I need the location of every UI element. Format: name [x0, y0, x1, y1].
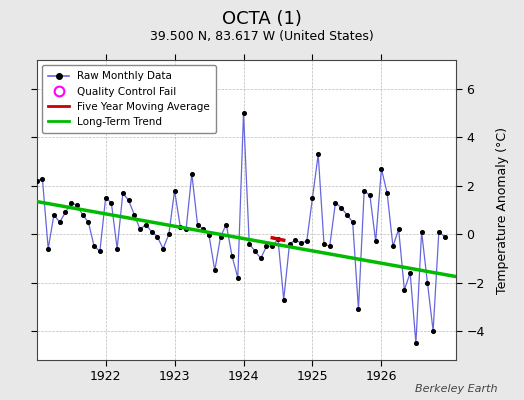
Point	[279, 296, 288, 303]
Point	[67, 200, 75, 206]
Point	[222, 221, 231, 228]
Point	[56, 219, 64, 225]
Point	[159, 246, 167, 252]
Point	[90, 243, 99, 250]
Point	[38, 175, 47, 182]
Point	[441, 234, 449, 240]
Point	[216, 234, 225, 240]
Point	[412, 340, 420, 346]
Text: 39.500 N, 83.617 W (United States): 39.500 N, 83.617 W (United States)	[150, 30, 374, 43]
Point	[245, 241, 254, 247]
Point	[268, 243, 277, 250]
Point	[343, 212, 351, 218]
Point	[50, 212, 58, 218]
Point	[193, 221, 202, 228]
Point	[314, 151, 322, 158]
Point	[320, 241, 328, 247]
Point	[165, 231, 173, 237]
Point	[228, 253, 236, 259]
Text: Berkeley Earth: Berkeley Earth	[416, 384, 498, 394]
Point	[302, 238, 311, 245]
Point	[199, 226, 208, 232]
Point	[291, 237, 299, 244]
Point	[406, 270, 414, 276]
Point	[136, 226, 144, 232]
Point	[383, 190, 391, 196]
Point	[84, 219, 93, 225]
Point	[73, 202, 81, 208]
Point	[418, 228, 426, 235]
Point	[389, 243, 397, 250]
Point	[360, 188, 368, 194]
Y-axis label: Temperature Anomaly (°C): Temperature Anomaly (°C)	[496, 126, 509, 294]
Point	[377, 166, 386, 172]
Point	[102, 195, 110, 201]
Point	[96, 248, 104, 254]
Point	[182, 226, 190, 232]
Point	[141, 221, 150, 228]
Point	[257, 255, 265, 262]
Point	[211, 267, 219, 274]
Point	[153, 234, 161, 240]
Point	[124, 197, 133, 204]
Point	[400, 287, 409, 293]
Point	[205, 232, 213, 239]
Point	[176, 224, 184, 230]
Point	[308, 195, 316, 201]
Point	[113, 246, 122, 252]
Point	[354, 306, 363, 312]
Point	[331, 200, 340, 206]
Point	[423, 279, 432, 286]
Point	[44, 246, 52, 252]
Point	[337, 204, 345, 211]
Point	[286, 241, 294, 247]
Point	[170, 188, 179, 194]
Point	[297, 240, 305, 246]
Point	[263, 243, 271, 250]
Point	[325, 243, 334, 250]
Point	[348, 219, 357, 225]
Point	[61, 209, 70, 216]
Point	[395, 226, 403, 232]
Point	[372, 238, 380, 245]
Point	[79, 212, 87, 218]
Point	[429, 328, 438, 334]
Text: OCTA (1): OCTA (1)	[222, 10, 302, 28]
Point	[251, 248, 259, 254]
Point	[435, 228, 443, 235]
Point	[130, 212, 138, 218]
Point	[234, 274, 242, 281]
Point	[147, 228, 156, 235]
Point	[32, 178, 41, 184]
Point	[274, 236, 282, 242]
Point	[239, 110, 248, 116]
Point	[118, 190, 127, 196]
Point	[366, 192, 374, 199]
Legend: Raw Monthly Data, Quality Control Fail, Five Year Moving Average, Long-Term Tren: Raw Monthly Data, Quality Control Fail, …	[42, 65, 216, 133]
Point	[107, 200, 116, 206]
Point	[188, 170, 196, 177]
